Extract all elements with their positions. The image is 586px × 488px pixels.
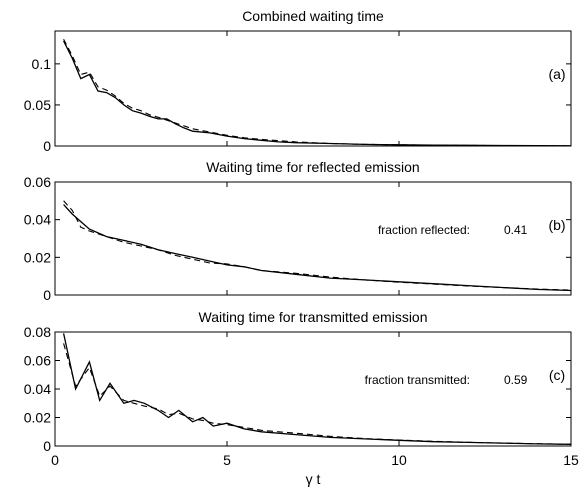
- panel-b-fraction-value: 0.41: [504, 223, 528, 237]
- panel-c-xtick-label: 15: [563, 452, 579, 468]
- panel-a-label: (a): [548, 66, 565, 82]
- panel-c-xtick-label: 10: [391, 452, 407, 468]
- panel-b-ytick-label: 0.06: [24, 174, 51, 190]
- panel-c-label: (c): [549, 367, 565, 383]
- panel-c-fraction-value: 0.59: [504, 373, 528, 387]
- panel-c-axes-frame: [54, 331, 572, 447]
- panel-b-ytick-label: 0.02: [24, 249, 51, 265]
- panel-b-solid-series-line: [63, 204, 572, 292]
- panel-c-title: Waiting time for transmitted emission: [199, 309, 428, 325]
- panel-c-ytick-label: 0.06: [24, 353, 51, 369]
- panel-c-xtick-label: 5: [223, 452, 231, 468]
- panel-a-ytick-label: 0.1: [32, 56, 52, 72]
- panel-b-axes-frame: [54, 181, 572, 296]
- panel-b-ytick-label: 0.04: [24, 212, 51, 228]
- panel-c-dashed-series-line: [63, 343, 572, 445]
- panel-c-ytick-label: 0.04: [24, 381, 51, 397]
- panel-c-ytick-label: 0: [43, 438, 51, 454]
- panel-c-xtick-label: 0: [51, 452, 59, 468]
- panel-b-title: Waiting time for reflected emission: [206, 159, 419, 175]
- panel-c-solid-series-line: [62, 333, 572, 445]
- panel-a-dashed-series-line: [63, 38, 571, 147]
- x-axis-label: γ t: [306, 471, 321, 487]
- panel-a-ytick-label: 0: [43, 138, 51, 154]
- panel-b-dashed-series-line: [63, 200, 572, 291]
- panel-c-fraction-label: fraction transmitted:: [365, 373, 470, 387]
- panel-a-solid-series-line: [63, 40, 572, 147]
- panel-c-ytick-label: 0.08: [24, 324, 51, 340]
- panel-b-fraction-label: fraction reflected:: [378, 223, 470, 237]
- panel-b-label: (b): [548, 217, 565, 233]
- panel-b-ytick-label: 0: [43, 287, 51, 303]
- panel-a-axes-frame: [54, 30, 572, 147]
- panel-a-ytick-label: 0.05: [24, 97, 51, 113]
- panel-c-ytick-label: 0.02: [24, 410, 51, 426]
- panel-a-title: Combined waiting time: [242, 8, 384, 24]
